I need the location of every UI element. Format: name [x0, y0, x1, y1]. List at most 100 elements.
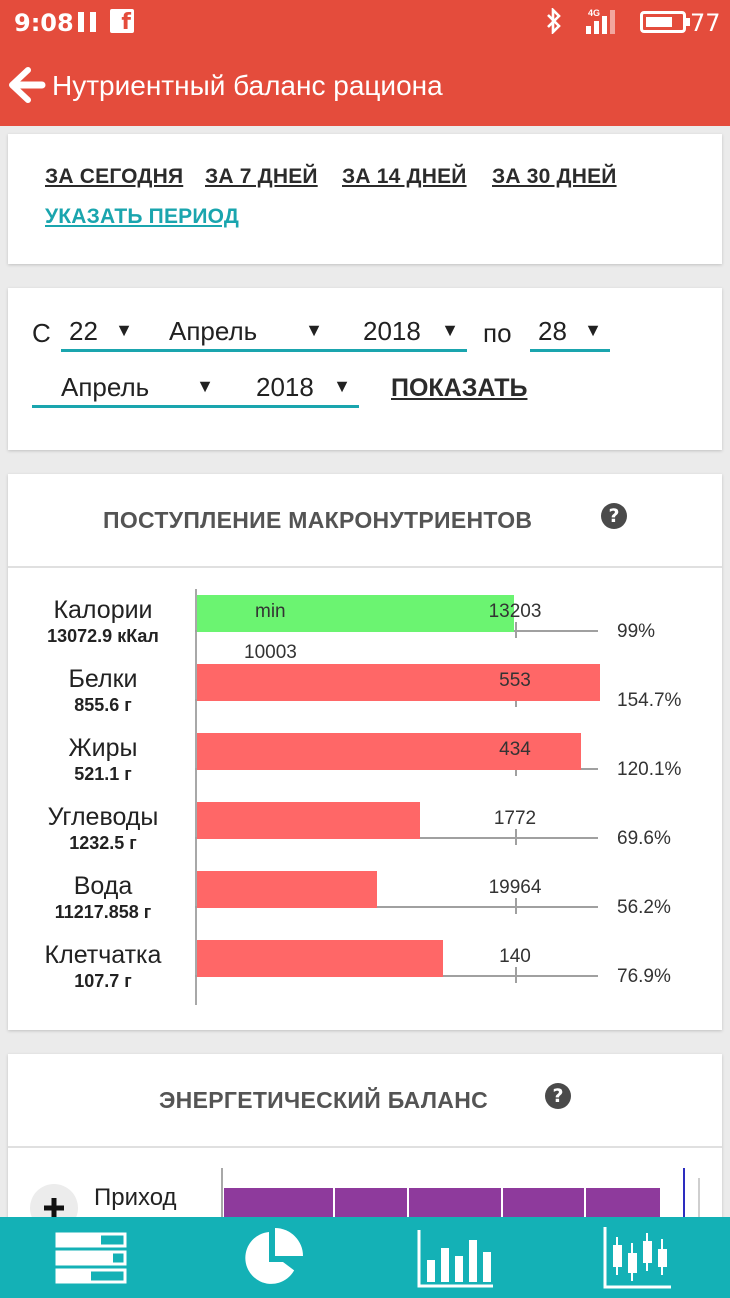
to-month-select[interactable]: Апрель ▼ [32, 364, 222, 408]
dropdown-arrow-icon: ▼ [115, 320, 133, 340]
norm-value: 1772 [493, 808, 537, 829]
bar-track [195, 906, 598, 908]
period-30-days-link[interactable]: ЗА 30 ДНЕЙ [492, 165, 617, 188]
divider [8, 566, 722, 568]
back-arrow-icon[interactable] [8, 66, 46, 104]
income-label: Приход [94, 1184, 177, 1211]
nutrient-amount: 107.7 г [74, 971, 132, 991]
energy-bar-divider [333, 1188, 335, 1218]
nutrient-bar [197, 940, 444, 977]
pause-icon [78, 12, 98, 32]
nutrient-amount: 855.6 г [74, 695, 132, 715]
energy-bar-divider [584, 1188, 586, 1218]
percent-value: 56.2% [617, 897, 671, 918]
min-value: 10003 [244, 642, 297, 663]
help-icon[interactable]: ? [545, 1083, 571, 1109]
norm-tick [515, 967, 517, 983]
chart-axis [195, 589, 197, 1005]
dropdown-arrow-icon: ▼ [333, 376, 351, 396]
norm-value: 140 [499, 946, 531, 967]
norm-tick [515, 898, 517, 914]
network-type: 4G [588, 8, 601, 18]
nutrient-name: Клетчатка [44, 941, 162, 969]
nutrient-name: Жиры [68, 734, 138, 762]
min-label: min [255, 601, 286, 622]
custom-period-link[interactable]: УКАЗАТЬ ПЕРИОД [45, 205, 240, 228]
page-title: Нутриентный баланс рациона [52, 70, 443, 101]
norm-value: 19964 [488, 877, 542, 898]
percent-value: 120.1% [617, 759, 682, 780]
dropdown-arrow-icon: ▼ [305, 320, 323, 340]
dropdown-arrow-icon: ▼ [441, 320, 459, 340]
nav-list[interactable] [0, 1217, 182, 1298]
list-icon [55, 1232, 127, 1283]
from-year-value: 2018 [363, 316, 421, 346]
show-button[interactable]: ПОКАЗАТЬ [391, 374, 528, 402]
battery-level: 77 [690, 9, 721, 37]
battery-icon [640, 11, 690, 33]
divider [8, 1146, 722, 1148]
nutrient-bar [197, 871, 377, 908]
nutrient-amount: 11217.858 г [54, 902, 152, 922]
from-day-value: 22 [69, 316, 98, 346]
app-bar: Нутриентный баланс рациона [0, 44, 730, 126]
help-icon[interactable]: ? [601, 503, 627, 529]
nutrient-amount: 1232.5 г [69, 833, 137, 853]
to-year-value: 2018 [256, 372, 314, 402]
from-month-value: Апрель [169, 316, 258, 346]
norm-value: 434 [499, 739, 531, 760]
to-day-select[interactable]: 28 ▼ [530, 308, 610, 352]
to-day-value: 28 [538, 316, 567, 346]
from-day-select[interactable]: 22 ▼ [61, 308, 141, 352]
nav-bar-chart[interactable] [364, 1217, 546, 1298]
norm-tick [515, 829, 517, 845]
norm-value: 553 [499, 670, 531, 691]
dropdown-arrow-icon: ▼ [584, 320, 602, 340]
nutrient-bar [197, 664, 600, 701]
percent-value: 99% [617, 621, 656, 642]
period-today-link[interactable]: ЗА СЕГОДНЯ [45, 165, 184, 188]
nutrient-amount: 521.1 г [74, 764, 132, 784]
from-year-select[interactable]: 2018 ▼ [331, 308, 467, 352]
nutrient-name: Калории [53, 596, 153, 624]
nav-pie-chart[interactable] [182, 1217, 364, 1298]
dropdown-arrow-icon: ▼ [196, 376, 214, 396]
period-card: ЗА СЕГОДНЯ ЗА 7 ДНЕЙ ЗА 14 ДНЕЙ ЗА 30 ДН… [8, 134, 722, 264]
candlestick-chart-icon [603, 1226, 671, 1288]
nutrient-name: Белки [68, 665, 138, 693]
bottom-navigation [0, 1217, 730, 1298]
period-14-days-link[interactable]: ЗА 14 ДНЕЙ [342, 165, 467, 188]
percent-value: 69.6% [617, 828, 671, 849]
pie-chart-icon [245, 1227, 303, 1284]
plus-icon [44, 1198, 64, 1218]
period-7-days-link[interactable]: ЗА 7 ДНЕЙ [205, 165, 318, 188]
signal-icon: 4G [584, 8, 624, 36]
from-month-select[interactable]: Апрель ▼ [141, 308, 331, 352]
nutrient-amount: 13072.9 кКал [47, 626, 159, 646]
nav-candlestick-chart[interactable] [546, 1217, 728, 1298]
status-time: 9:08 [14, 9, 74, 37]
energy-bar-divider [501, 1188, 503, 1218]
to-year-select[interactable]: 2018 ▼ [222, 364, 359, 408]
energy-balance-title: ЭНЕРГЕТИЧЕСКИЙ БАЛАНС [159, 1087, 489, 1113]
nutrient-name: Вода [73, 872, 133, 900]
to-label: по [483, 318, 512, 348]
date-range-card: С 22 ▼ Апрель ▼ 2018 ▼ по 28 ▼ Апрель ▼ 2018 ▼… [8, 288, 722, 450]
bluetooth-icon [544, 6, 564, 41]
from-label: С [32, 318, 51, 348]
energy-bar-divider [407, 1188, 409, 1218]
percent-value: 76.9% [617, 966, 671, 987]
bar-chart-icon [417, 1229, 493, 1287]
facebook-icon: f [110, 9, 134, 35]
nutrient-bar [197, 802, 420, 839]
to-month-value: Апрель [61, 372, 150, 402]
norm-tick [515, 622, 517, 638]
nutrient-bar [197, 733, 582, 770]
status-bar: 9:08 f 4G 77 [0, 0, 730, 44]
energy-income-bar [224, 1188, 660, 1218]
nutrient-bar [197, 595, 514, 632]
macronutrients-title: ПОСТУПЛЕНИЕ МАКРОНУТРИЕНТОВ [103, 507, 533, 533]
percent-value: 154.7% [617, 690, 682, 711]
norm-value: 13203 [488, 601, 542, 622]
macronutrients-card: ПОСТУПЛЕНИЕ МАКРОНУТРИЕНТОВ ? Калории 130… [8, 474, 722, 1030]
